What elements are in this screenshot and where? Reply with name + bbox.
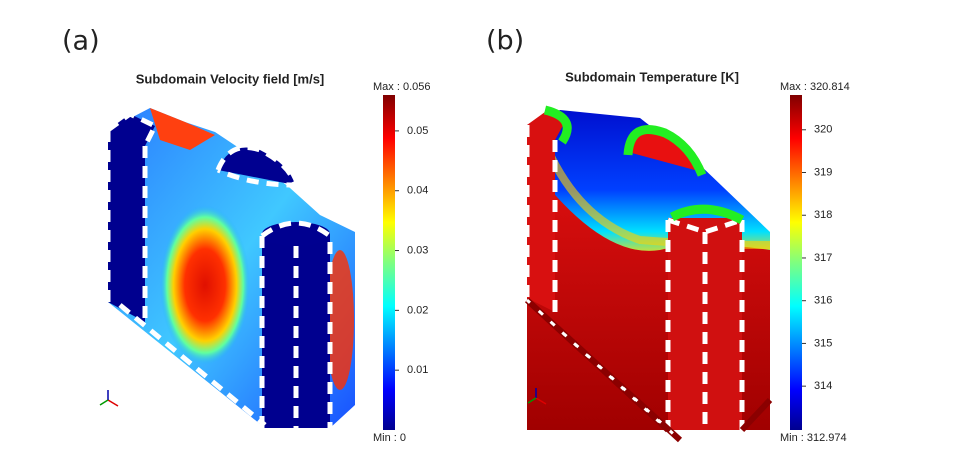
colorbar-tick-label: 315	[814, 337, 832, 349]
panel-b: (b) Subdomain Temperature [K]	[486, 26, 802, 443]
colorbar-tick-label: 0.03	[407, 244, 428, 256]
colorbar-tick-label: 318	[814, 209, 832, 221]
colorbar-tick-label: 314	[814, 380, 832, 392]
panel-a: (a) Subdomain Velocity field [m/s]	[62, 26, 395, 430]
colorbar-tick-label: 317	[814, 252, 832, 264]
colorbar-tick-label: 0.02	[407, 304, 428, 316]
panel-title: Subdomain Velocity field [m/s]	[136, 71, 325, 86]
colorbar	[383, 95, 395, 430]
colorbar-min: Min : 312.974	[780, 432, 847, 444]
colorbar-tick-label: 0.04	[407, 185, 428, 197]
colorbar-tick-label: 0.05	[407, 125, 428, 137]
colorbar-tick-label: 316	[814, 295, 832, 307]
panel-label: (a)	[62, 26, 100, 57]
colorbar-max: Max : 320.814	[780, 81, 850, 93]
colorbar-min: Min : 0	[373, 432, 406, 444]
panel-title: Subdomain Temperature [K]	[565, 69, 739, 84]
temperature-render	[524, 105, 773, 443]
panel-label: (b)	[486, 26, 524, 57]
colorbar-tick-label: 0.01	[407, 364, 428, 376]
colorbar-max: Max : 0.056	[373, 81, 430, 93]
colorbar-tick-label: 320	[814, 124, 832, 136]
velocity-render	[99, 108, 355, 428]
colorbar-tick-label: 319	[814, 166, 832, 178]
colorbar	[790, 95, 802, 430]
